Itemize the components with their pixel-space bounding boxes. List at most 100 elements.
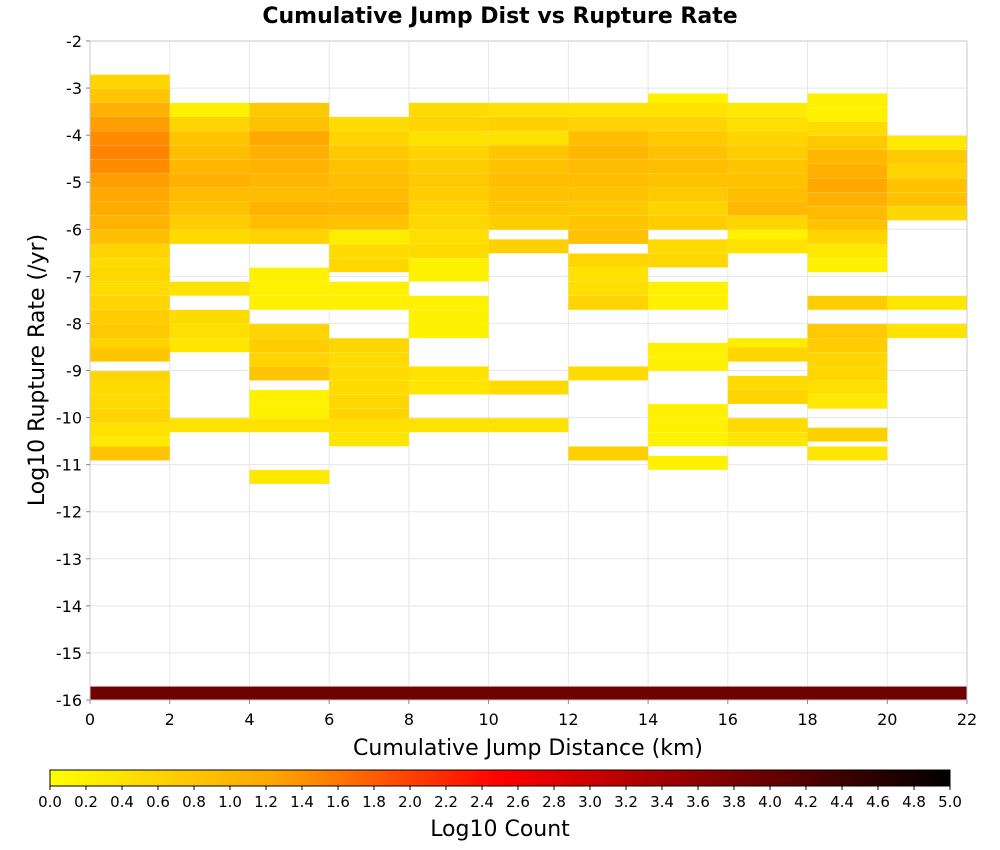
heatmap-cell	[807, 164, 888, 179]
x-tick-label: 8	[404, 710, 414, 729]
heatmap-cell	[408, 145, 489, 160]
heatmap-cell	[329, 201, 409, 216]
colorbar-tick-label: 4.2	[794, 793, 818, 811]
x-tick-label: 20	[877, 710, 897, 729]
heatmap-cell	[329, 145, 409, 160]
heatmap-cell	[408, 131, 489, 146]
heatmap-cell	[727, 187, 808, 202]
heatmap-cell	[249, 389, 330, 404]
heatmap-cell	[169, 145, 250, 160]
heatmap-cell	[249, 295, 330, 310]
heatmap-cell	[568, 366, 649, 381]
heatmap-cell	[408, 295, 489, 310]
heatmap-cell	[249, 173, 330, 188]
colorbar-ticks: 0.0 0.2 0.4 0.6 0.8 1.0 1.2 1.4 1.6 1.8 2.0 2.2 2.4 2…	[38, 786, 962, 811]
heatmap-cell	[648, 201, 728, 216]
colorbar-tick-label: 5.0	[938, 793, 962, 811]
heatmap-cell	[807, 192, 888, 207]
heatmap-cell	[807, 93, 888, 108]
colorbar-tick-label: 0.4	[110, 793, 134, 811]
heatmap-cell	[807, 121, 888, 136]
heatmap-cell	[727, 201, 808, 216]
heatmap-cell	[329, 295, 409, 310]
colorbar-tick-label: 3.4	[650, 793, 674, 811]
heatmap-cell	[249, 131, 330, 146]
heatmap-cell	[807, 229, 888, 244]
heatmap-cell	[648, 187, 728, 202]
heatmap-cell	[169, 201, 250, 216]
heatmap-cell	[488, 102, 569, 117]
heatmap-cell	[249, 324, 330, 339]
heatmap-cell	[648, 253, 728, 268]
heatmap-cell	[648, 173, 728, 188]
heatmap-cell	[408, 244, 489, 259]
heatmap-cell	[90, 422, 170, 437]
heatmap-cell	[169, 187, 250, 202]
heatmap-cell	[329, 418, 409, 433]
heatmap-cell	[568, 131, 649, 146]
heatmap-cell	[887, 192, 967, 207]
heatmap-cell	[727, 375, 808, 390]
y-tick-label: -12	[56, 503, 82, 522]
x-tick-label: 10	[478, 710, 498, 729]
heatmap-cell	[90, 145, 170, 160]
heatmap-cell	[90, 173, 170, 188]
heatmap-cell	[90, 295, 170, 310]
colorbar-tick-label: 1.6	[326, 793, 350, 811]
y-tick-label: -7	[66, 267, 82, 286]
x-tick-label: 2	[165, 710, 175, 729]
heatmap-cell	[329, 159, 409, 174]
heatmap-cell	[249, 366, 330, 381]
heatmap-cell	[807, 352, 888, 367]
heatmap-cell	[648, 131, 728, 146]
heatmap-cell	[807, 206, 888, 221]
heatmap-cell	[807, 244, 888, 259]
heatmap-cell	[90, 102, 170, 117]
x-axis-label: Cumulative Jump Distance (km)	[353, 736, 703, 761]
heatmap-cell	[249, 187, 330, 202]
heatmap-cell	[329, 244, 409, 259]
heatmap-cell	[727, 239, 808, 254]
heatmap-cell	[90, 394, 170, 409]
heatmap-cell	[408, 173, 489, 188]
y-axis-ticks: -2 -3 -4 -5 -6 -7 -8 -9 -10 -11 -12 -13 -14 -15 -16	[56, 32, 90, 710]
heatmap-cell	[648, 145, 728, 160]
heatmap-cell	[648, 357, 728, 371]
colorbar-tick-label: 1.2	[254, 793, 278, 811]
heatmap-cell	[887, 295, 967, 310]
colorbar-tick-label: 0.8	[182, 793, 206, 811]
heatmap-cell	[90, 215, 170, 230]
heatmap-cell	[807, 135, 888, 150]
heatmap-cell	[169, 324, 250, 339]
colorbar-tick-label: 4.4	[830, 793, 854, 811]
heatmap-cell	[249, 159, 330, 174]
heatmap-cell	[90, 446, 170, 461]
heatmap-cell	[568, 201, 649, 216]
colorbar-tick-label: 2.4	[470, 793, 494, 811]
colorbar-tick-label: 0.0	[38, 793, 62, 811]
heatmap-cell	[329, 131, 409, 146]
heatmap-cell	[329, 432, 409, 447]
y-tick-label: -2	[66, 32, 82, 51]
heatmap-cell	[90, 324, 170, 339]
heatmap-cell	[488, 173, 569, 188]
heatmap-cell	[169, 309, 250, 324]
heatmap-cell	[488, 239, 569, 254]
heatmap-cell	[648, 342, 728, 357]
heatmap-cell	[807, 380, 888, 395]
y-tick-label: -3	[66, 79, 82, 98]
heatmap-cell	[568, 187, 649, 202]
heatmap-cell	[807, 446, 888, 461]
heatmap-cell	[488, 131, 569, 146]
heatmap-cell	[568, 116, 649, 131]
colorbar-tick-label: 0.6	[146, 793, 170, 811]
heatmap-cell	[90, 201, 170, 216]
heatmap-cell	[169, 338, 250, 353]
heatmap-cell	[249, 404, 330, 419]
x-tick-label: 6	[324, 710, 334, 729]
heatmap-cell	[648, 281, 728, 296]
heatmap-cell	[329, 338, 409, 353]
colorbar-tick-label: 2.2	[434, 793, 458, 811]
x-tick-label: 12	[558, 710, 578, 729]
